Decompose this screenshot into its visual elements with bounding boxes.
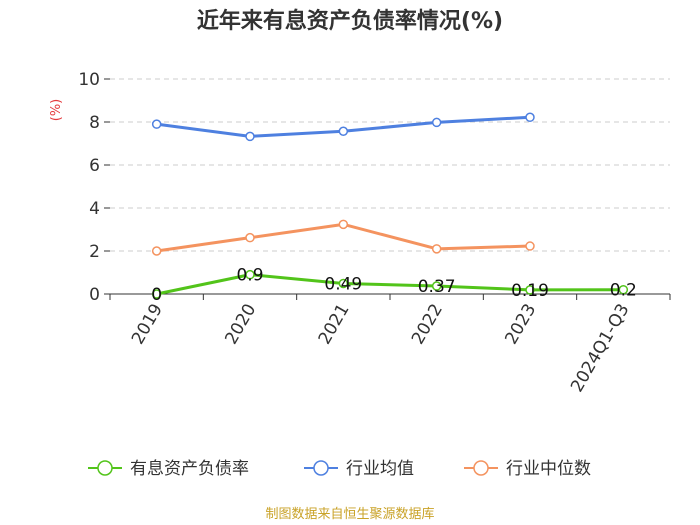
y-tick-labels: 0 2 4 6 8 10 bbox=[78, 70, 110, 305]
legend-label: 行业均值 bbox=[346, 459, 414, 479]
data-label: 0.19 bbox=[511, 281, 549, 301]
data-point bbox=[338, 126, 349, 136]
data-label: 0.49 bbox=[324, 274, 362, 294]
legend: 有息资产负债率 行业均值 行业中位数 bbox=[88, 459, 591, 479]
chart-title: 近年来有息资产负债率情况(%) bbox=[197, 8, 503, 34]
x-tick-label: 2024Q1-Q3 bbox=[567, 301, 634, 396]
data-point bbox=[618, 284, 629, 295]
data-point bbox=[151, 289, 162, 299]
data-point bbox=[431, 281, 442, 291]
data-point bbox=[431, 244, 442, 254]
y-tick-label: 4 bbox=[89, 199, 100, 219]
x-tick-label: 2023 bbox=[501, 301, 540, 348]
data-label: 0.2 bbox=[610, 281, 637, 301]
data-label: 0.9 bbox=[236, 266, 263, 286]
x-tick-labels: 2019 2020 2021 2022 2023 2024Q1-Q3 bbox=[109, 294, 671, 396]
y-tick-label: 8 bbox=[89, 113, 100, 133]
y-tick-label: 10 bbox=[78, 70, 100, 90]
legend-marker bbox=[97, 460, 113, 476]
data-label: 0.37 bbox=[418, 277, 456, 297]
y-tick-label: 0 bbox=[89, 285, 100, 305]
data-labels: 0 0.9 0.49 0.37 0.19 0.2 bbox=[151, 266, 637, 305]
x-tick-label: 2019 bbox=[128, 301, 167, 348]
grid-lines bbox=[110, 78, 670, 252]
data-point bbox=[431, 117, 442, 128]
data-point bbox=[525, 112, 535, 123]
legend-marker bbox=[473, 460, 489, 476]
y-tick-label: 6 bbox=[89, 156, 100, 176]
x-tick-label: 2021 bbox=[315, 301, 354, 348]
legend-label: 行业中位数 bbox=[506, 459, 591, 479]
data-point bbox=[338, 219, 349, 230]
data-point bbox=[245, 131, 255, 142]
data-point bbox=[151, 246, 162, 256]
data-point bbox=[245, 269, 255, 280]
data-point bbox=[338, 278, 349, 289]
source-note: 制图数据来自恒生聚源数据库 bbox=[265, 506, 434, 522]
data-point bbox=[245, 232, 255, 243]
data-point bbox=[525, 285, 535, 295]
x-tick-label: 2020 bbox=[221, 301, 260, 348]
legend-marker bbox=[313, 460, 329, 476]
data-point bbox=[525, 241, 535, 251]
y-tick-label: 2 bbox=[89, 242, 100, 262]
series-line bbox=[156, 273, 624, 296]
y-axis-label: (%) bbox=[49, 99, 64, 122]
series-group bbox=[151, 112, 629, 299]
x-tick-label: 2022 bbox=[408, 301, 447, 348]
data-label: 0 bbox=[151, 285, 162, 305]
legend-label: 有息资产负债率 bbox=[130, 459, 249, 479]
data-point bbox=[151, 119, 162, 129]
